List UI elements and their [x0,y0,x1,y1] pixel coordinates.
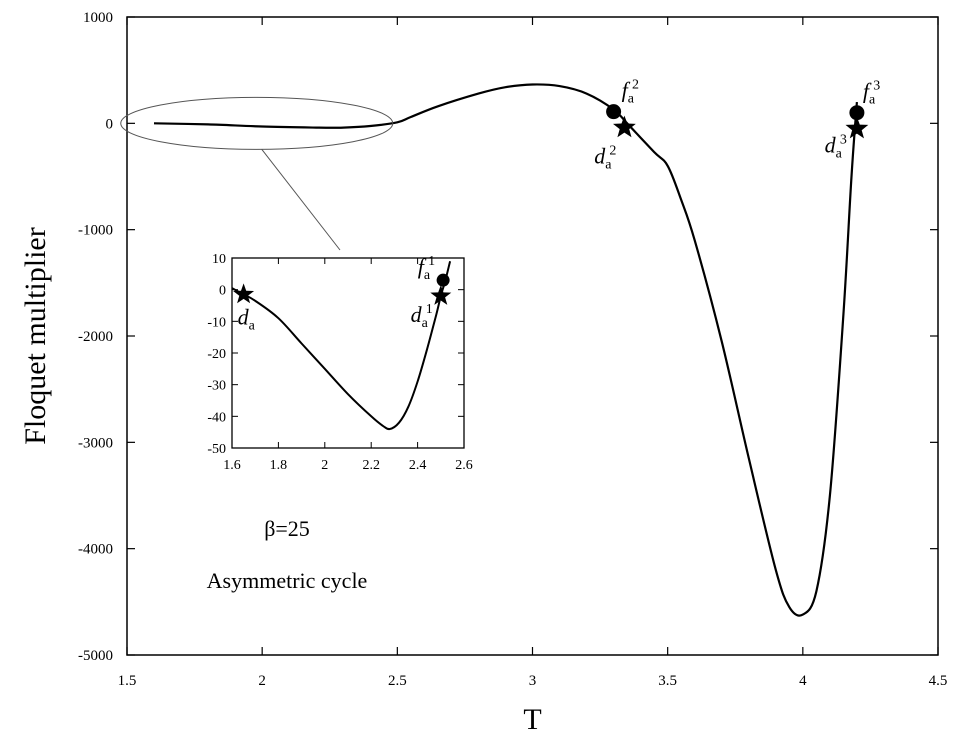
floquet-circle-marker [849,105,865,121]
y-tick-label: -3000 [78,435,113,451]
x-tick-label: 3 [529,673,537,689]
y-tick-label: -5000 [78,648,113,664]
y-tick-label: -2000 [78,329,113,345]
cycle-annotation: Asymmetric cycle [207,568,368,593]
inset-y-tick-label: -50 [207,442,226,457]
x-tick-label: 4 [799,673,807,689]
inset-star-marker [430,285,452,305]
inset-series-line [231,260,452,431]
marker-label: da3 [825,133,847,162]
y-tick-label: -1000 [78,223,113,239]
beta-annotation: β=25 [264,516,310,541]
zoom-ellipse [120,96,394,150]
floquet-circle-marker [606,104,622,120]
inset-x-tick-label: 2.4 [409,458,427,473]
inset-x-tick-label: 2 [321,458,328,473]
y-tick-label: -4000 [78,542,113,558]
x-tick-label: 3.5 [658,673,677,689]
inset-x-tick-label: 2.6 [455,458,473,473]
y-tick-label: 0 [106,116,114,132]
inset-y-tick-label: 10 [212,252,226,267]
inset-y-tick-label: -10 [207,315,226,330]
inset-y-tick-label: -40 [207,410,226,425]
marker-label: fa3 [863,79,880,108]
x-axis-title: T [523,703,541,736]
inset-y-tick-label: -30 [207,379,226,394]
floquet-star-marker [613,115,636,138]
inset-marker-label: da [238,304,256,333]
floquet-star-marker [845,116,869,139]
inset-plot: 1.6 1.8 2 2.2 2.4 2.6 10 0 -10 -20 -30 -40 -50 da fa1 d… [207,252,472,473]
main-plot: 1.5 2 2.5 3 3.5 4 4.5 1000 0 -1000 -2000 -3000 -4000… [19,10,947,736]
inset-frame [231,257,465,449]
inset-x-tick-label: 1.8 [270,458,288,473]
y-tick-label: 1000 [83,10,113,26]
marker-label: da2 [594,144,616,173]
inset-circle-marker [436,273,450,287]
inset-marker-label: fa1 [418,254,435,283]
x-tick-label: 4.5 [929,673,948,689]
y-axis-title: Floquet multiplier [19,227,52,445]
zoom-connector [261,149,341,251]
inset-y-tick-label: 0 [219,284,226,299]
x-tick-label: 1.5 [118,673,137,689]
inset-star-marker [233,283,255,304]
inset-x-tick-label: 2.2 [362,458,380,473]
inset-x-tick-label: 1.6 [223,458,241,473]
x-tick-label: 2 [258,673,266,689]
marker-label: fa2 [622,78,639,107]
inset-marker-label: da1 [411,302,433,331]
main-series-line [153,83,858,617]
x-tick-label: 2.5 [388,673,407,689]
inset-y-tick-label: -20 [207,347,226,362]
